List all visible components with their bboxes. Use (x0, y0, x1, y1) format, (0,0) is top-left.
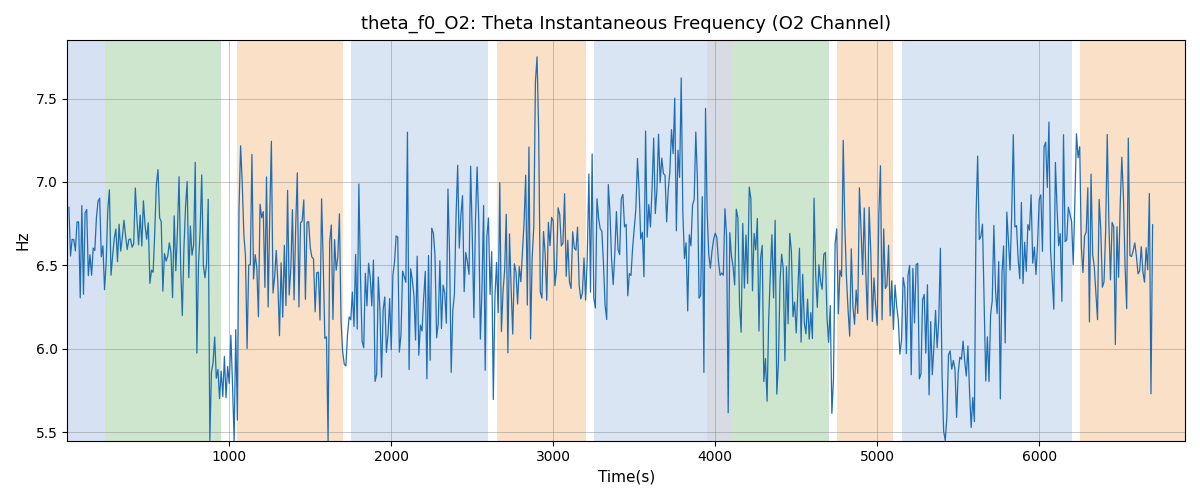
Bar (707, 40, 732, 440)
Y-axis label: Hz: Hz (16, 230, 30, 250)
Bar (594, 40, 707, 440)
X-axis label: Time(s): Time(s) (598, 470, 655, 485)
Title: theta_f0_O2: Theta Instantaneous Frequency (O2 Channel): theta_f0_O2: Theta Instantaneous Frequen… (361, 15, 892, 34)
Bar (104, 40, 221, 440)
Bar (901, 40, 1072, 440)
Bar (67, 40, 104, 440)
Bar (732, 40, 829, 440)
Bar (1080, 40, 1186, 440)
Bar (238, 40, 343, 440)
Bar (836, 40, 894, 440)
Bar (350, 40, 488, 440)
Bar (497, 40, 586, 440)
